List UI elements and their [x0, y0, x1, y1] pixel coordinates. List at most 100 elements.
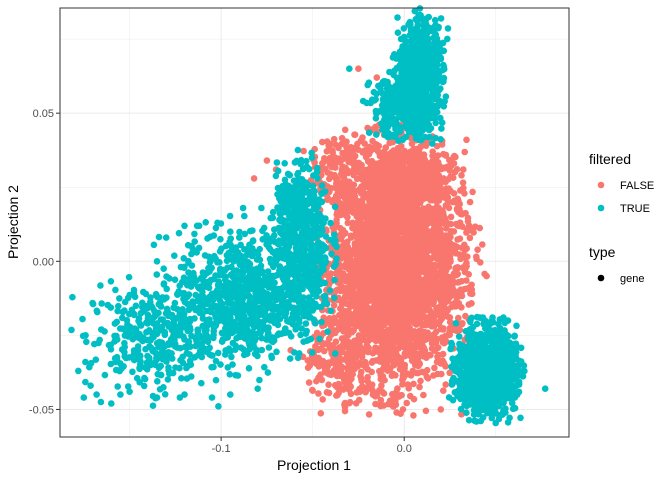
data-point [338, 317, 346, 325]
data-point [438, 315, 446, 323]
data-point [390, 269, 397, 277]
data-point [418, 71, 426, 79]
data-point [434, 78, 441, 86]
data-point [417, 234, 425, 242]
data-point [423, 373, 431, 381]
data-point [461, 246, 469, 254]
data-point [329, 148, 336, 155]
data-point [387, 152, 395, 160]
data-point [357, 372, 364, 380]
data-point [434, 344, 441, 352]
data-point [392, 397, 399, 405]
data-point [461, 148, 469, 156]
data-point [380, 329, 387, 337]
data-point [339, 163, 346, 170]
data-point [378, 388, 386, 396]
data-point [389, 138, 397, 146]
data-point [343, 138, 350, 145]
data-point [369, 357, 377, 365]
data-point [439, 350, 447, 358]
data-point [431, 318, 438, 326]
data-point [419, 321, 427, 329]
data-point [435, 262, 443, 269]
data-point [341, 126, 349, 134]
data-point [435, 177, 443, 184]
data-point [458, 320, 466, 328]
data-point [410, 380, 417, 388]
data-point [455, 197, 462, 205]
data-point [469, 188, 476, 196]
data-point [385, 331, 393, 338]
data-point [425, 204, 433, 211]
data-point [411, 252, 419, 260]
data-point [395, 171, 403, 179]
data-point [381, 184, 388, 191]
data-point [338, 371, 346, 379]
data-point [408, 229, 416, 237]
data-point [396, 158, 403, 166]
data-point [333, 175, 341, 183]
data-point [342, 212, 350, 219]
data-point [384, 350, 392, 358]
data-point [342, 193, 349, 200]
data-point [396, 304, 403, 311]
data-point [386, 397, 394, 405]
data-point [351, 337, 358, 345]
data-point [390, 314, 398, 322]
data-point [340, 174, 348, 181]
data-point [350, 168, 358, 175]
data-point [446, 286, 453, 293]
data-point [398, 237, 406, 244]
data-point [369, 206, 376, 214]
data-point [356, 339, 363, 346]
data-point [373, 252, 381, 259]
data-point [385, 251, 392, 259]
data-point [349, 219, 356, 227]
data-point [433, 50, 441, 57]
data-point [406, 237, 414, 245]
data-point [338, 342, 346, 350]
data-point [468, 286, 476, 294]
data-point [377, 396, 385, 404]
data-point [352, 209, 359, 216]
data-point [474, 246, 481, 253]
data-point [319, 160, 326, 167]
data-point [425, 320, 433, 328]
data-point [389, 54, 397, 61]
data-point [359, 227, 367, 235]
data-point [333, 220, 340, 227]
data-point [373, 131, 380, 138]
data-point [327, 184, 335, 192]
data-point [339, 248, 346, 256]
data-point [359, 275, 366, 282]
data-point [347, 390, 355, 398]
data-point [373, 259, 380, 267]
data-point [390, 167, 398, 174]
data-point [397, 214, 405, 221]
data-point [432, 21, 440, 29]
data-point [399, 115, 407, 123]
data-point [388, 185, 395, 192]
data-point [428, 279, 436, 287]
data-point [375, 148, 383, 156]
data-point [426, 269, 434, 276]
data-point [379, 252, 387, 259]
data-point [413, 369, 420, 377]
data-point [345, 158, 353, 166]
data-point [367, 262, 374, 269]
data-point [435, 246, 443, 253]
data-point [412, 202, 420, 210]
data-point [362, 330, 370, 338]
data-point [345, 331, 352, 339]
data-point [390, 300, 397, 308]
data-point [406, 315, 413, 323]
data-point [410, 306, 417, 313]
data-point [425, 83, 433, 90]
data-point [356, 388, 364, 396]
data-point [432, 292, 440, 300]
data-point [359, 239, 367, 247]
data-point [406, 179, 413, 187]
data-point [409, 349, 417, 356]
data-point [379, 366, 386, 374]
data-point [483, 272, 490, 280]
